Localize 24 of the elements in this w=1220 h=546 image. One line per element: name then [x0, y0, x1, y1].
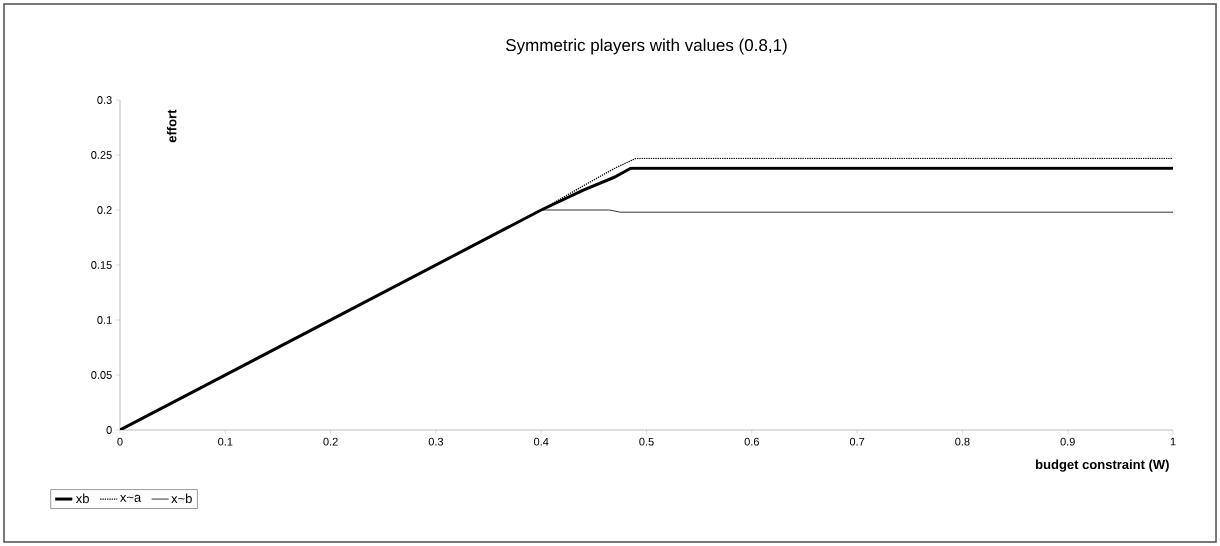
x-tick-label: 0.9 [1060, 437, 1075, 446]
legend-label: xb [75, 493, 89, 504]
x-tick-label: 0 [117, 437, 123, 446]
y-tick-label: 0.2 [97, 206, 112, 214]
y-tick-label: 0.25 [91, 151, 112, 159]
x-axis-title: budget constraint (W) [1036, 459, 1169, 472]
x-tick-label: 0.5 [639, 437, 654, 446]
x-tick-label: 0.6 [744, 437, 759, 446]
x-tick-label: 0.8 [955, 437, 970, 446]
x-tick-label: 0.1 [218, 437, 233, 446]
y-tick-label: 0 [106, 426, 112, 434]
y-tick-label: 0.15 [91, 261, 112, 269]
x-tick-label: 0.7 [849, 437, 865, 446]
y-tick-label: 0.05 [91, 371, 112, 379]
y-tick-label: 0.1 [97, 316, 112, 324]
y-tick-label: 0.3 [97, 96, 112, 104]
y-axis-title: effort [166, 109, 177, 143]
legend-label: x~a [120, 494, 142, 502]
x-tick-label: 1 [1170, 437, 1176, 446]
chart-title: Symmetric players with values (0.8,1) [506, 38, 787, 55]
x-tick-label: 0.2 [323, 437, 338, 446]
x-tick-label: 0.4 [533, 437, 549, 446]
x-tick-label: 0.3 [428, 437, 444, 446]
legend-label: x~b [171, 493, 192, 504]
